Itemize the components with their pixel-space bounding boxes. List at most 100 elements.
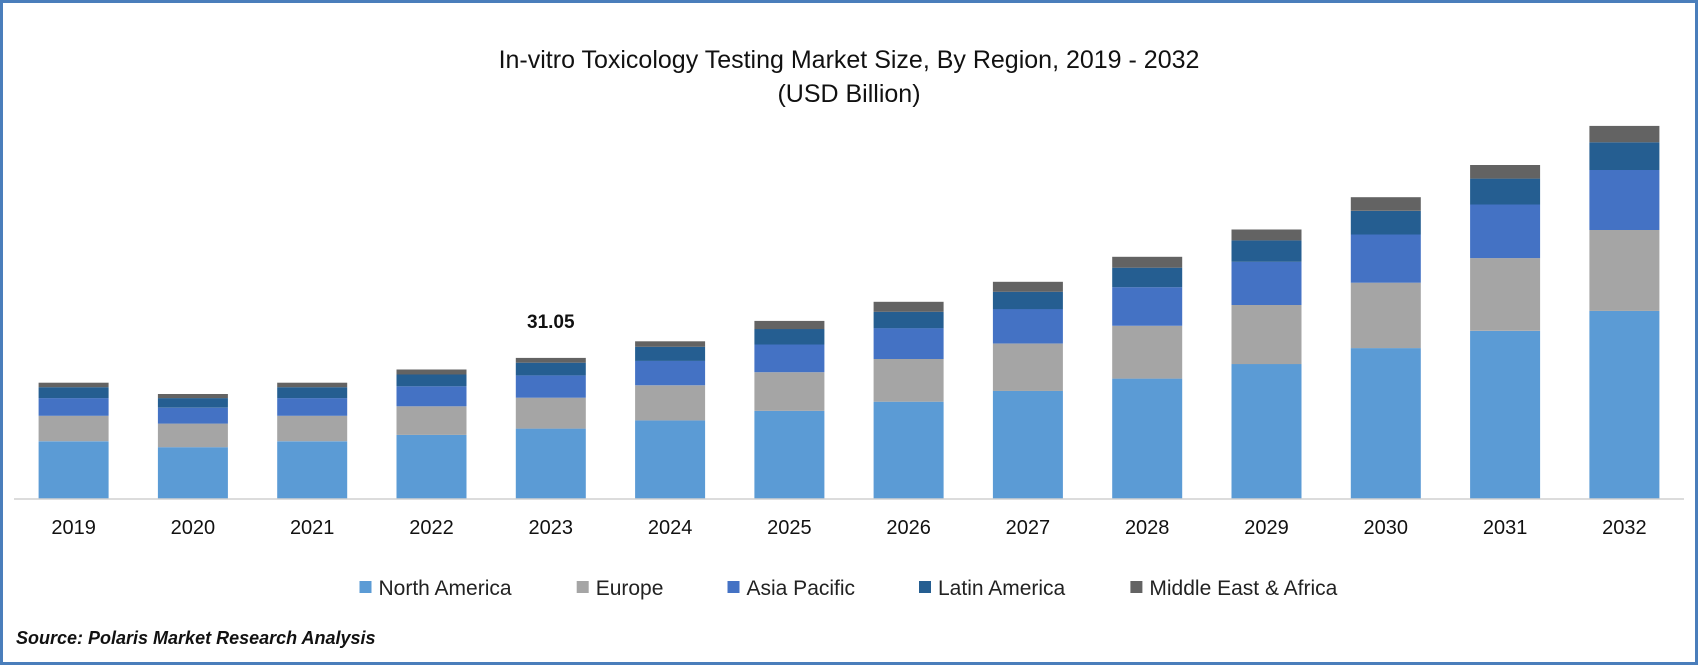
bar-segment-2024-0 xyxy=(635,420,706,499)
bar-segment-2021-4 xyxy=(277,382,348,388)
bars-layer xyxy=(38,125,1660,499)
x-tick-label: 2031 xyxy=(1483,517,1528,539)
x-tick-label: 2026 xyxy=(886,517,931,539)
x-tick-label: 2020 xyxy=(171,517,216,539)
bar-segment-2026-2 xyxy=(873,328,944,359)
bar-segment-2019-0 xyxy=(38,441,109,499)
x-tick-label: 2030 xyxy=(1364,517,1409,539)
bar-segment-2032-1 xyxy=(1589,230,1660,311)
bar-segment-2025-0 xyxy=(754,410,825,499)
bar-segment-2031-4 xyxy=(1470,165,1541,179)
bar-segment-2023-3 xyxy=(515,362,586,376)
bar-segment-2028-0 xyxy=(1112,378,1183,499)
data-labels: 31.05 xyxy=(527,312,575,333)
bar-segment-2032-4 xyxy=(1589,125,1660,143)
bar-segment-2027-2 xyxy=(992,309,1063,344)
bar-segment-2023-1 xyxy=(515,397,586,429)
legend-label-0: North America xyxy=(379,577,512,600)
x-tick-label: 2024 xyxy=(648,517,693,539)
legend-swatch-3 xyxy=(919,581,931,593)
x-tick-label: 2028 xyxy=(1125,517,1170,539)
bar-segment-2019-2 xyxy=(38,398,109,416)
bar-segment-2020-1 xyxy=(157,423,228,448)
bar-segment-2030-2 xyxy=(1350,234,1421,283)
x-tick-label: 2029 xyxy=(1244,517,1289,539)
bar-segment-2019-1 xyxy=(38,415,109,442)
bar-segment-2021-3 xyxy=(277,387,348,399)
bar-segment-2022-1 xyxy=(396,406,467,435)
bar-segment-2026-4 xyxy=(873,301,944,312)
bar-segment-2022-4 xyxy=(396,369,467,375)
bar-segment-2026-0 xyxy=(873,401,944,499)
bar-segment-2031-0 xyxy=(1470,330,1541,499)
bar-segment-2024-1 xyxy=(635,385,706,421)
legend-label-1: Europe xyxy=(596,577,664,600)
bar-segment-2021-0 xyxy=(277,441,348,499)
bar-segment-2032-2 xyxy=(1589,170,1660,230)
bar-segment-2029-3 xyxy=(1231,240,1302,262)
source-note: Source: Polaris Market Research Analysis xyxy=(16,628,376,648)
bar-segment-2030-0 xyxy=(1350,348,1421,499)
bar-segment-2025-4 xyxy=(754,320,825,330)
bar-segment-2031-3 xyxy=(1470,178,1541,205)
legend-swatch-4 xyxy=(1130,581,1143,593)
bar-segment-2026-3 xyxy=(873,311,944,329)
bar-segment-2031-2 xyxy=(1470,204,1541,259)
bar-segment-2025-3 xyxy=(754,329,825,345)
bar-segment-2022-0 xyxy=(396,434,467,499)
x-tick-label: 2025 xyxy=(767,517,812,539)
bar-segment-2027-3 xyxy=(992,291,1063,310)
bar-segment-2028-1 xyxy=(1112,325,1183,379)
bar-segment-2032-3 xyxy=(1589,142,1660,170)
bar-segment-2025-1 xyxy=(754,372,825,411)
bar-segment-2029-2 xyxy=(1231,261,1302,305)
legend-label-2: Asia Pacific xyxy=(747,577,856,600)
legend-label-3: Latin America xyxy=(938,577,1066,600)
bar-segment-2029-4 xyxy=(1231,229,1302,241)
bar-segment-2024-3 xyxy=(635,346,706,361)
bar-segment-2030-3 xyxy=(1350,210,1421,235)
bar-segment-2030-4 xyxy=(1350,197,1421,211)
bar-segment-2024-2 xyxy=(635,360,706,386)
x-tick-label: 2023 xyxy=(529,517,574,539)
bar-segment-2020-2 xyxy=(157,407,228,424)
legend-swatch-0 xyxy=(359,581,372,593)
bar-segment-2023-2 xyxy=(515,375,586,398)
bar-segment-2028-3 xyxy=(1112,267,1183,288)
bar-segment-2020-3 xyxy=(157,398,228,408)
bar-segment-2027-1 xyxy=(992,343,1063,391)
bar-segment-2022-3 xyxy=(396,374,467,387)
bar-segment-2029-0 xyxy=(1231,364,1302,499)
legend-label-4: Middle East & Africa xyxy=(1149,577,1337,600)
bar-segment-2025-2 xyxy=(754,344,825,373)
data-label-2023: 31.05 xyxy=(527,312,575,333)
bar-segment-2023-0 xyxy=(515,428,586,499)
chart-subtitle: (USD Billion) xyxy=(777,80,920,108)
bar-segment-2020-0 xyxy=(157,447,228,499)
bar-segment-2021-2 xyxy=(277,398,348,416)
x-tick-label: 2019 xyxy=(51,517,96,539)
legend: North America Europe Asia Pacific Latin Ame… xyxy=(359,577,1338,600)
bar-segment-2021-1 xyxy=(277,415,348,442)
x-tick-labels: 2019 2020 2021 2022 2023 2024 2025 2026 2027 2028… xyxy=(51,517,1646,539)
legend-swatch-2 xyxy=(727,581,740,593)
bar-segment-2027-4 xyxy=(992,281,1063,292)
bar-segment-2026-1 xyxy=(873,359,944,402)
x-tick-label: 2027 xyxy=(1006,517,1051,539)
bar-segment-2022-2 xyxy=(396,386,467,407)
bar-segment-2028-4 xyxy=(1112,256,1183,268)
bar-segment-2028-2 xyxy=(1112,287,1183,326)
bar-segment-2024-4 xyxy=(635,341,706,347)
x-tick-label: 2021 xyxy=(290,517,335,539)
legend-swatch-1 xyxy=(576,581,589,593)
bar-segment-2019-4 xyxy=(38,382,109,388)
bar-segment-2023-4 xyxy=(515,357,586,363)
bar-segment-2030-1 xyxy=(1350,282,1421,349)
bar-segment-2032-0 xyxy=(1589,310,1660,499)
bar-segment-2027-0 xyxy=(992,390,1063,499)
bar-segment-2019-3 xyxy=(38,387,109,399)
chart-title: In-vitro Toxicology Testing Market Size,… xyxy=(499,46,1200,74)
bar-segment-2031-1 xyxy=(1470,258,1541,331)
x-tick-label: 2022 xyxy=(409,517,454,539)
